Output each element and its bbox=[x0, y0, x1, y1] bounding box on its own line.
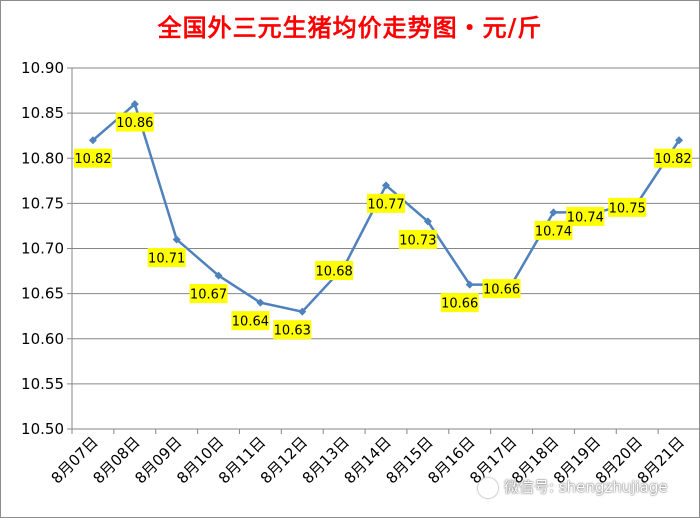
data-point bbox=[214, 271, 223, 280]
data-label-bg bbox=[654, 148, 693, 168]
y-tick-label: 10.80 bbox=[21, 149, 64, 167]
y-tick-label: 10.85 bbox=[21, 104, 64, 122]
data-label: 10.82 bbox=[74, 152, 111, 167]
data-label: 10.68 bbox=[316, 265, 353, 280]
data-label: 10.63 bbox=[274, 324, 311, 339]
data-label-bg bbox=[189, 284, 228, 304]
data-label: 10.77 bbox=[367, 197, 404, 212]
data-label: 10.73 bbox=[399, 233, 436, 248]
data-point bbox=[172, 235, 181, 244]
data-label-bg bbox=[440, 293, 479, 313]
y-tick-label: 10.50 bbox=[21, 420, 64, 438]
y-tick-label: 10.65 bbox=[21, 285, 64, 303]
data-label: 10.74 bbox=[567, 210, 604, 225]
data-point bbox=[256, 298, 265, 307]
data-label-bg bbox=[273, 320, 312, 340]
data-label: 10.67 bbox=[190, 288, 227, 303]
wechat-icon bbox=[478, 477, 498, 498]
data-label-bg bbox=[231, 311, 270, 331]
data-label-bg bbox=[482, 279, 521, 299]
y-tick-label: 10.75 bbox=[21, 194, 64, 212]
data-label: 10.82 bbox=[654, 152, 691, 167]
data-label-bg bbox=[608, 197, 647, 217]
data-label: 10.86 bbox=[116, 116, 153, 131]
data-point bbox=[465, 280, 474, 289]
data-label-bg bbox=[147, 247, 186, 267]
watermark: 微信号: shengzhujiage bbox=[478, 476, 668, 498]
y-tick-label: 10.70 bbox=[21, 240, 64, 258]
data-label: 10.71 bbox=[148, 251, 185, 266]
data-label-bg bbox=[367, 193, 405, 213]
data-label-bg bbox=[534, 220, 573, 240]
data-label-bg bbox=[398, 229, 437, 249]
data-label-bg bbox=[115, 112, 154, 132]
chart-title: 全国外三元生猪均价走势图・元/斤 bbox=[157, 13, 543, 42]
data-label: 10.75 bbox=[609, 201, 646, 216]
data-label-bg bbox=[315, 261, 354, 281]
data-point bbox=[423, 217, 432, 226]
data-label: 10.64 bbox=[232, 315, 269, 330]
data-point bbox=[549, 208, 558, 217]
y-tick-label: 10.90 bbox=[21, 59, 64, 77]
y-tick-label: 10.55 bbox=[21, 375, 64, 393]
data-point bbox=[382, 181, 390, 190]
data-label: 10.66 bbox=[441, 297, 478, 312]
data-label: 10.66 bbox=[483, 283, 520, 298]
data-label-bg bbox=[73, 148, 112, 168]
data-point bbox=[675, 136, 684, 145]
data-label-bg bbox=[566, 206, 605, 226]
data-point bbox=[130, 100, 139, 109]
data-label: 10.74 bbox=[535, 224, 572, 239]
watermark-text: 微信号: shengzhujiage bbox=[504, 478, 668, 496]
data-point bbox=[88, 136, 97, 145]
y-tick-label: 10.60 bbox=[21, 330, 64, 348]
data-point bbox=[298, 307, 307, 316]
